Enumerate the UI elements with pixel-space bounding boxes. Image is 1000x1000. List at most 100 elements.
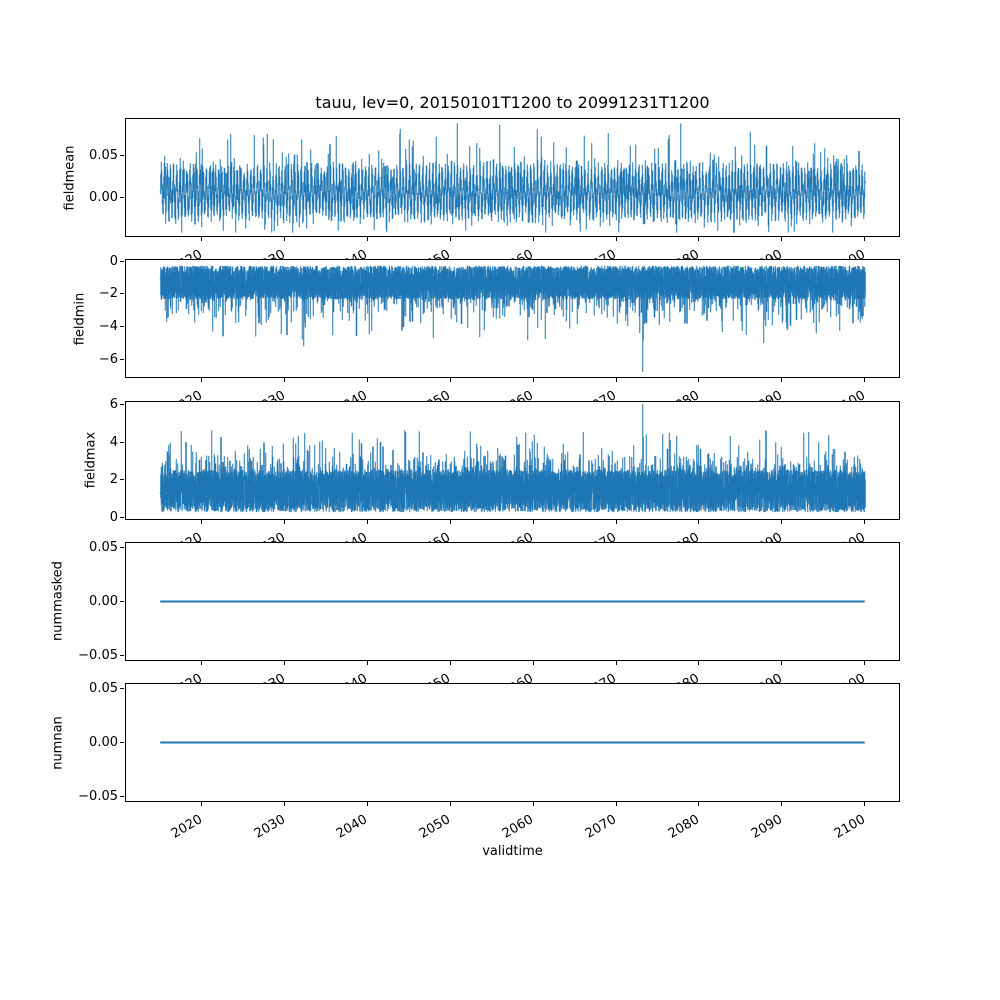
x-tick-mark [366,237,368,241]
subplot-fieldmean [125,118,900,237]
x-tick-label: 2070 [583,530,619,542]
x-tick-label: 2070 [583,671,619,683]
x-tick-mark [698,378,700,383]
x-tick-mark [284,378,286,383]
x-tick-mark [449,378,451,383]
x-tick-mark [366,378,368,383]
x-tick-mark [781,802,783,806]
x-tick-mark [615,519,617,524]
x-tick-mark [366,802,368,806]
x-tick-mark [201,519,203,524]
x-tick-mark [781,378,783,383]
subplot-nummasked [125,541,900,661]
x-tick-label: 2060 [500,812,537,842]
x-tick-label: 2040 [334,247,370,259]
x-tick-mark [864,802,866,806]
x-tick-mark [615,378,617,383]
x-tick-label: 2020 [168,388,204,400]
y-tick-label: −0.05 [78,789,118,805]
x-tick-label: 2020 [168,530,204,542]
x-tick-mark [781,519,783,524]
x-tick-mark [449,519,451,524]
x-tick-mark [698,519,700,524]
y-tick-mark [120,796,124,798]
y-tick-mark [120,742,124,743]
y-tick-label: 6 [109,396,118,412]
y-tick-mark [120,479,124,481]
y-tick-label: 0.05 [89,539,118,555]
subplot-fieldmax [125,400,900,520]
y-tick-mark [120,358,124,360]
x-tick-mark [781,660,783,665]
y-tick-mark [120,600,124,602]
y-tick-mark [120,326,124,328]
y-tick-label: 0 [109,253,118,269]
x-tick-label: 2030 [251,671,287,683]
x-tick-mark [864,378,866,383]
x-tick-label: 2020 [168,671,204,683]
x-tick-mark [201,237,203,241]
x-tick-mark [284,237,286,241]
y-tick-mark [120,546,124,548]
x-tick-label: 2050 [417,812,454,842]
y-tick-mark [120,441,124,443]
x-tick-mark [615,237,617,241]
x-tick-label: 2040 [334,530,370,542]
x-tick-mark [201,378,203,383]
x-tick-mark [698,660,700,665]
x-tick-label: 2080 [666,388,702,400]
x-tick-label: 2090 [748,812,785,842]
x-tick-mark [615,660,617,665]
x-tick-strip: 2020 2030 2040 2050 2060 2070 2080 2090 2100 [0,378,1000,400]
y-tick-label: −6 [98,351,118,367]
x-tick-label: 2050 [417,671,453,683]
x-tick-label: 2070 [583,247,619,259]
y-tick-label: 0.00 [89,735,118,750]
x-tick-label: 2100 [832,388,868,400]
y-tick-mark [120,403,124,405]
numnan-line-canvas [126,684,899,801]
x-tick-mark [532,519,534,524]
x-tick-mark [284,519,286,524]
fieldmax-line-canvas [126,401,899,519]
y-tick-label: 0 [109,509,118,525]
x-tick-mark [532,237,534,241]
x-tick-mark [201,660,203,665]
x-tick-label: 2100 [832,671,868,683]
x-tick-label: 2050 [417,247,453,259]
x-tick-label: 2060 [500,388,536,400]
x-tick-label: 2030 [251,247,287,259]
y-tick-label: 2 [109,472,118,488]
x-tick-mark [366,660,368,665]
y-tick-label: −2 [98,286,118,302]
y-tick-mark [120,654,124,656]
x-axis-label: validtime [482,844,543,859]
y-tick-label: 0.00 [89,593,118,609]
x-tick-label: 2020 [168,812,205,842]
x-tick-label: 2070 [583,388,619,400]
x-tick-label: 2040 [334,388,370,400]
x-tick-strip: 2020 2030 2040 2050 2060 2070 2080 2090 2100 [0,661,1000,683]
x-tick-label: 2060 [500,247,536,259]
x-tick-label: 2090 [749,530,785,542]
nummasked-line-canvas [126,542,899,660]
x-tick-mark [284,802,286,806]
x-tick-label: 2090 [749,247,785,259]
subplot-fieldmin [125,259,900,379]
x-tick-label: 2090 [749,671,785,683]
y-tick-mark [120,687,124,689]
x-tick-mark [201,802,203,806]
x-tick-label: 2080 [666,247,702,259]
x-tick-mark [449,237,451,241]
x-tick-mark [781,237,783,241]
x-tick-label: 2060 [500,530,536,542]
y-tick-label: −4 [98,319,118,335]
y-tick-label: 4 [109,434,118,450]
y-tick-label: −0.05 [78,647,118,663]
x-tick-label: 2040 [334,671,370,683]
x-tick-mark [864,660,866,665]
x-tick-mark [698,802,700,806]
x-tick-label: 2050 [417,530,453,542]
x-tick-label: 2060 [500,671,536,683]
